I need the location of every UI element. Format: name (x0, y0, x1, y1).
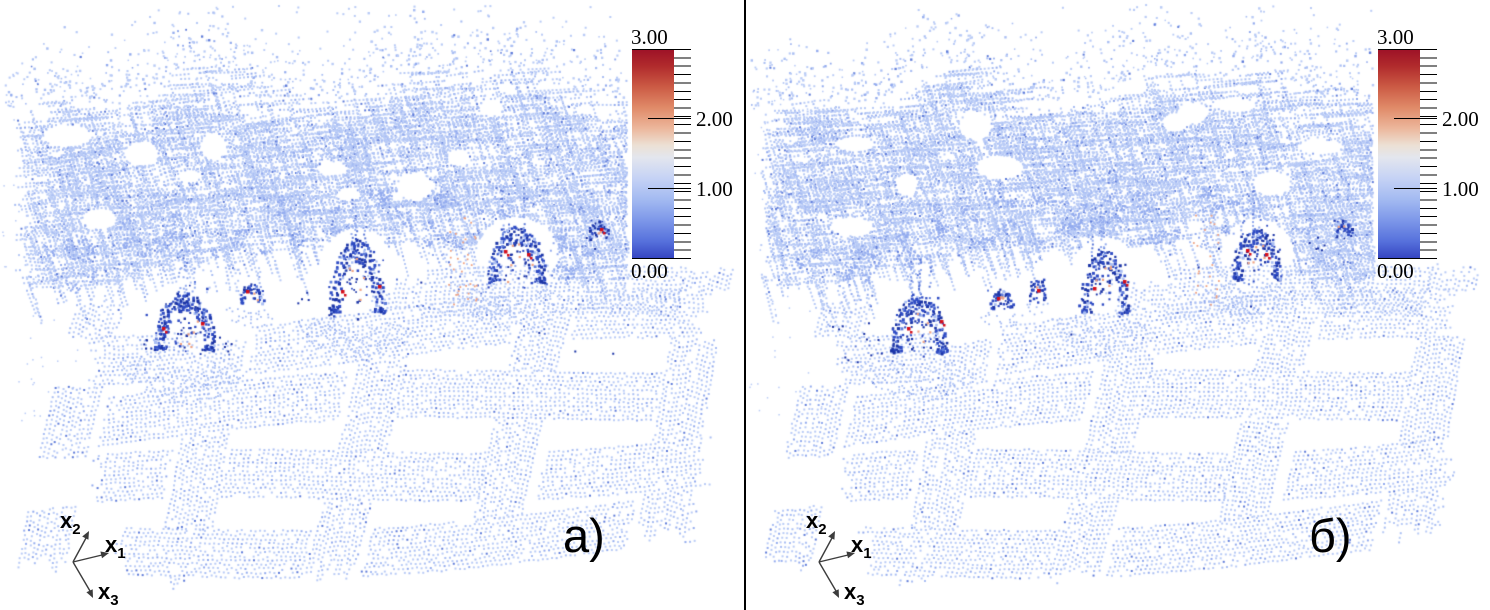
axis-x3-line (818, 561, 837, 592)
axis-x3-arrow (86, 589, 93, 598)
colorbar-gradient (1378, 49, 1420, 258)
axis-x1-arrow (846, 551, 855, 559)
colorbar-minor-ticks (674, 49, 691, 259)
colorbar-tick-label-2: 2.00 (696, 107, 733, 131)
axis-x1-label: x1 (105, 532, 126, 562)
axis-x1-label: x1 (851, 532, 872, 562)
colorbar-major-tick-1 (648, 188, 691, 189)
axis-x3-label: x3 (844, 579, 865, 609)
panel-divider (744, 0, 746, 610)
axis-x2-label: x2 (60, 508, 81, 538)
colorbar-bottom-edge (1378, 258, 1437, 259)
point-cloud-canvas-a (0, 0, 744, 610)
colorbar-max-label: 3.00 (1377, 25, 1414, 49)
colorbar-minor-ticks (1420, 49, 1437, 259)
axis-x2-arrow (82, 531, 89, 540)
colorbar-min-label: 0.00 (1377, 259, 1414, 283)
colorbar-tick-label-1: 1.00 (696, 177, 733, 201)
panel-b: 3.00 2.00 1.00 0.00 x2 x1 x3 б) (746, 0, 1490, 610)
colorbar-gradient (632, 49, 674, 258)
colorbar-major-tick-1 (1394, 188, 1437, 189)
colorbar-min-label: 0.00 (631, 259, 668, 283)
point-cloud-canvas-b (746, 0, 1490, 610)
axis-x1-arrow (100, 551, 109, 559)
panel-a: 3.00 2.00 1.00 0.00 x2 x1 x3 а) (0, 0, 744, 610)
axis-triad: x2 x1 x3 (806, 508, 872, 609)
colorbar: 3.00 2.00 1.00 0.00 (630, 25, 744, 283)
colorbar-bottom-edge (632, 258, 691, 259)
axis-x3-label: x3 (98, 579, 119, 609)
axis-x1-line (72, 554, 103, 563)
colorbar-max-label: 3.00 (631, 25, 668, 49)
panel-label-a: а) (563, 509, 605, 562)
colorbar-top-edge (632, 49, 691, 50)
axis-x3-line (72, 561, 91, 592)
axis-x1-line (818, 554, 849, 563)
axis-x2-line (818, 537, 833, 563)
colorbar-major-tick-2 (648, 118, 691, 119)
panel-label-b: б) (1309, 509, 1352, 562)
axis-triad: x2 x1 x3 (60, 508, 126, 609)
colorbar-tick-label-2: 2.00 (1442, 107, 1479, 131)
axis-x2-line (72, 537, 87, 563)
colorbar-top-edge (1378, 49, 1437, 50)
colorbar-tick-label-1: 1.00 (1442, 177, 1479, 201)
axis-x3-arrow (832, 589, 839, 598)
axis-x2-arrow (828, 531, 835, 540)
colorbar-major-tick-2 (1394, 118, 1437, 119)
colorbar: 3.00 2.00 1.00 0.00 (1376, 25, 1490, 283)
axis-x2-label: x2 (806, 508, 827, 538)
